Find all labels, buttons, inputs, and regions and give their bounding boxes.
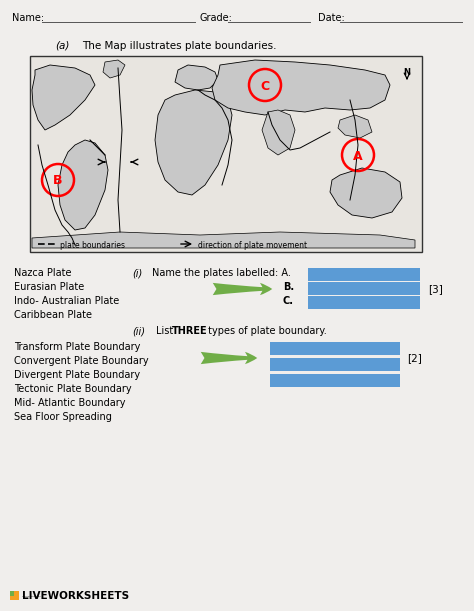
Text: LIVEWORKSHEETS: LIVEWORKSHEETS [22, 591, 129, 601]
Polygon shape [175, 65, 218, 90]
FancyBboxPatch shape [10, 591, 19, 600]
FancyBboxPatch shape [10, 591, 15, 596]
Text: Divergent Plate Boundary: Divergent Plate Boundary [14, 370, 140, 380]
Text: [3]: [3] [428, 284, 443, 294]
Polygon shape [103, 60, 125, 78]
Text: List: List [156, 326, 176, 336]
Text: Caribbean Plate: Caribbean Plate [14, 310, 92, 320]
Text: Sea Floor Spreading: Sea Floor Spreading [14, 412, 112, 422]
FancyBboxPatch shape [308, 296, 420, 309]
Text: C: C [260, 79, 270, 92]
Text: The Map illustrates plate boundaries.: The Map illustrates plate boundaries. [82, 41, 276, 51]
FancyBboxPatch shape [308, 268, 420, 281]
Text: Grade:: Grade: [200, 13, 233, 23]
Text: Transform Plate Boundary: Transform Plate Boundary [22, 595, 41, 596]
Polygon shape [262, 110, 295, 155]
Text: plate boundaries: plate boundaries [60, 241, 125, 249]
Text: Nazca Plate: Nazca Plate [14, 268, 72, 278]
Text: THREE: THREE [172, 326, 208, 336]
Text: [2]: [2] [407, 353, 422, 363]
Polygon shape [58, 140, 108, 230]
FancyBboxPatch shape [30, 56, 422, 252]
Text: Tectonic Plate Boundary: Tectonic Plate Boundary [14, 384, 132, 394]
Polygon shape [32, 232, 415, 248]
Polygon shape [338, 115, 372, 138]
Text: Eurasian Plate: Eurasian Plate [14, 282, 84, 292]
Text: Indo- Australian Plate: Indo- Australian Plate [14, 296, 119, 306]
Text: (i): (i) [132, 268, 142, 278]
Text: B.: B. [283, 282, 294, 292]
Text: Name the plates labelled: A.: Name the plates labelled: A. [152, 268, 291, 278]
FancyBboxPatch shape [270, 358, 400, 371]
Text: Date:: Date: [318, 13, 345, 23]
Polygon shape [330, 168, 402, 218]
Text: direction of plate movement: direction of plate movement [198, 241, 307, 249]
Polygon shape [32, 65, 95, 130]
Text: (ii): (ii) [132, 326, 145, 336]
Text: Mid- Atlantic Boundary: Mid- Atlantic Boundary [14, 398, 126, 408]
Text: C.: C. [283, 296, 294, 306]
Text: N: N [403, 68, 410, 77]
Polygon shape [155, 90, 232, 195]
FancyBboxPatch shape [308, 282, 420, 295]
Text: Transform Plate Boundary: Transform Plate Boundary [14, 342, 140, 352]
Text: A: A [353, 150, 363, 163]
FancyBboxPatch shape [270, 374, 400, 387]
Polygon shape [212, 60, 390, 115]
Text: (a): (a) [55, 41, 69, 51]
Text: types of plate boundary.: types of plate boundary. [205, 326, 327, 336]
FancyBboxPatch shape [270, 342, 400, 355]
Text: Name:: Name: [12, 13, 44, 23]
Text: B: B [53, 175, 63, 188]
Text: Convergent Plate Boundary: Convergent Plate Boundary [14, 356, 149, 366]
